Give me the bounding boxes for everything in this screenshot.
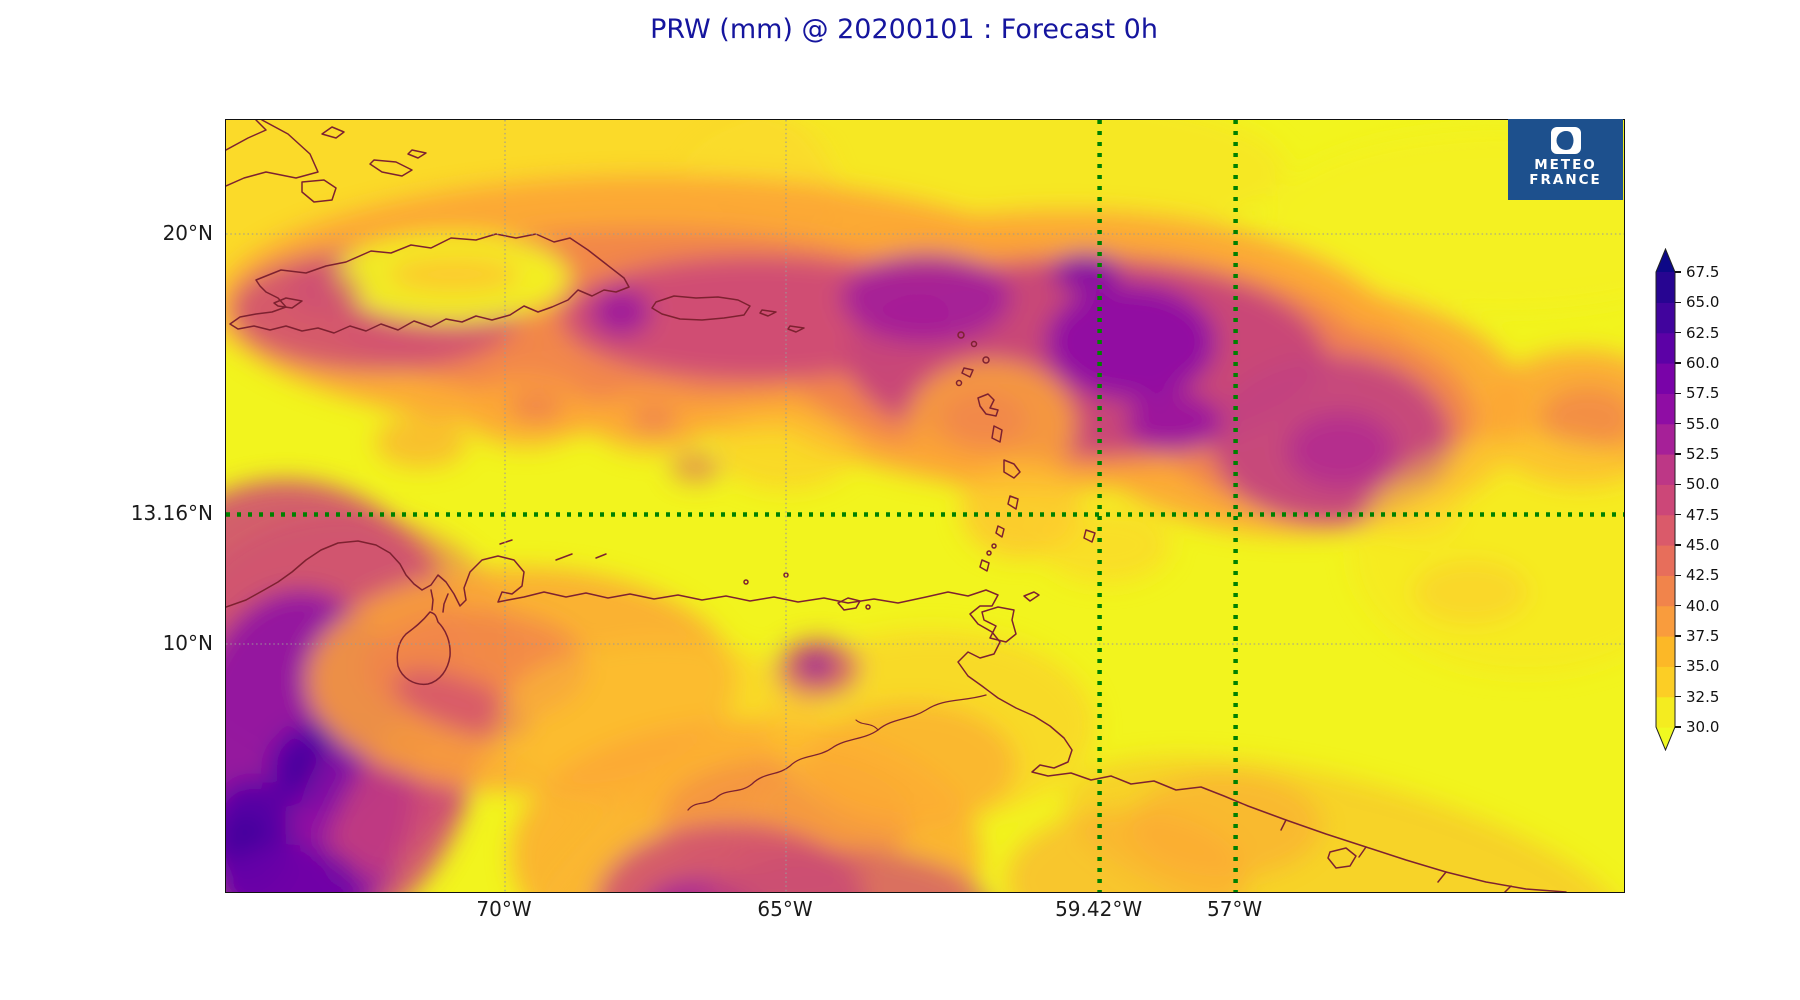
colorbar-tick-label: 62.5	[1686, 323, 1720, 342]
colorbar-tick-label: 32.5	[1686, 687, 1720, 706]
x-tick-label: 57°W	[1206, 897, 1263, 921]
y-tick-label: 13.16°N	[130, 501, 213, 526]
colorbar-tick	[1675, 513, 1681, 516]
meteo-france-logo-icon	[1550, 127, 1581, 154]
colorbar-tick-label: 30.0	[1686, 718, 1720, 736]
colorbar-tick-label: 47.5	[1686, 505, 1720, 524]
colorbar-tick	[1675, 635, 1681, 637]
colorbar-tick-label: 45.0	[1686, 536, 1720, 554]
colorbar-gradient	[1655, 248, 1676, 751]
colorbar-tick	[1675, 665, 1681, 668]
colorbar-tick-label: 37.5	[1686, 627, 1720, 645]
chart-title: PRW (mm) @ 20200101 : Forecast 0h	[650, 14, 1158, 45]
colorbar-tick-label: 60.0	[1686, 354, 1720, 372]
colorbar-tick-label: 65.0	[1686, 293, 1720, 312]
colorbar-tick-label: 52.5	[1686, 445, 1720, 463]
colorbar-tick	[1675, 271, 1681, 273]
colorbar-tick	[1675, 331, 1681, 334]
x-tick-label: 70°W	[476, 897, 532, 921]
colorbar-tick-label: 57.5	[1686, 384, 1720, 403]
colorbar-tick-label: 42.5	[1686, 566, 1720, 585]
colorbar-tick-label: 55.0	[1686, 414, 1720, 433]
logo-text-france: FRANCE	[1529, 172, 1602, 188]
colorbar-tick	[1675, 604, 1681, 607]
meteo-france-logo: METEO FRANCE	[1508, 119, 1623, 200]
x-tick-label: 65°W	[757, 897, 813, 921]
map-plot	[225, 119, 1625, 893]
colorbar-tick-label: 35.0	[1686, 657, 1720, 676]
colorbar-tick-label: 67.5	[1686, 263, 1720, 281]
colorbar-tick	[1675, 574, 1681, 577]
gridlines	[226, 120, 1624, 892]
colorbar-tick	[1675, 483, 1681, 486]
colorbar-tick	[1675, 392, 1681, 395]
colorbar-tick	[1675, 695, 1681, 698]
prw-field-svg	[226, 120, 1624, 892]
colorbar-tick-label: 50.0	[1686, 475, 1720, 494]
coastlines	[226, 120, 1567, 892]
y-tick-label: 20°N	[162, 221, 213, 245]
logo-text-meteo: METEO	[1534, 157, 1597, 173]
colorbar-tick	[1675, 726, 1681, 728]
colorbar-tick	[1675, 453, 1681, 455]
x-tick-label: 59.42°W	[1055, 897, 1143, 921]
colorbar-tick-label: 40.0	[1686, 596, 1720, 615]
colorbar-tick	[1675, 362, 1681, 364]
colorbar-tick	[1675, 301, 1681, 304]
y-tick-label: 10°N	[162, 631, 213, 655]
colorbar-tick	[1675, 422, 1681, 425]
colorbar-tick	[1675, 544, 1681, 546]
